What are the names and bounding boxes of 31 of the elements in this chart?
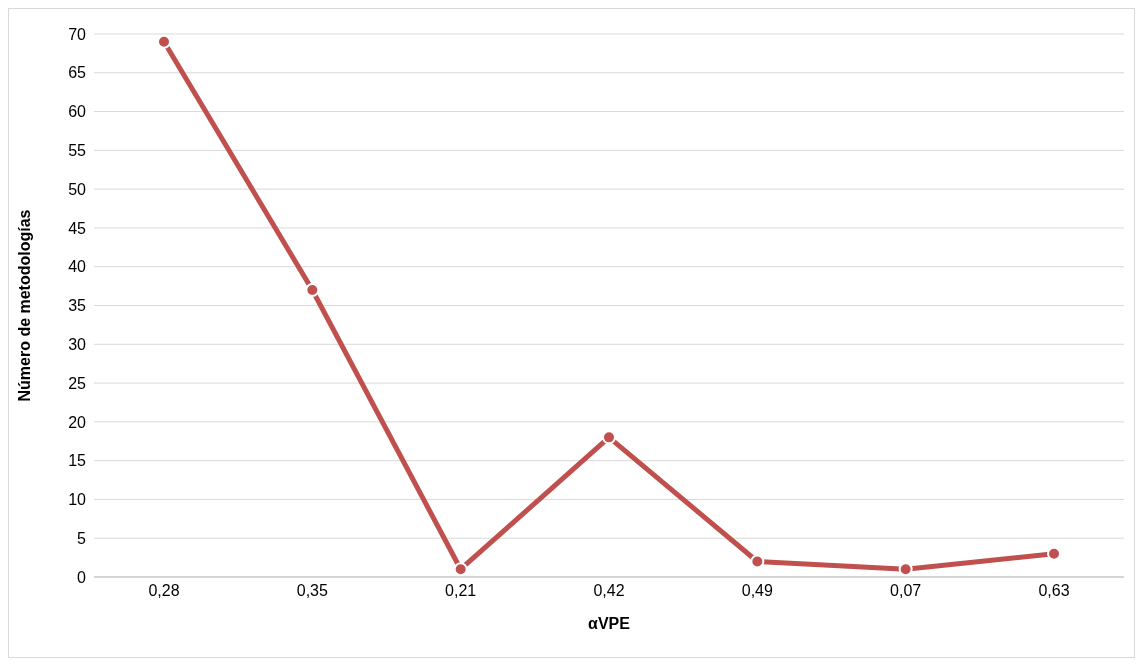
x-tick-label: 0,35	[296, 582, 329, 600]
y-tick-label: 30	[68, 335, 87, 353]
point	[157, 34, 171, 49]
y-tick-label: 10	[68, 491, 87, 509]
y-tick-label: 65	[68, 64, 87, 82]
y-tick-label: 40	[68, 258, 87, 276]
x-tick-label: 0,28	[148, 582, 180, 600]
point	[898, 562, 913, 577]
y-tick-label: 15	[68, 452, 87, 470]
x-tick-label: 0,07	[890, 582, 922, 600]
x-tick-label: 0,42	[593, 582, 625, 600]
y-tick-label: 50	[68, 180, 87, 198]
y-tick-label: 60	[68, 103, 87, 121]
y-axis-title: Número de metodologías	[15, 209, 33, 402]
y-tick-label: 70	[68, 25, 87, 43]
x-tick-label: 0,49	[741, 582, 774, 600]
x-tick-label: 0,63	[1038, 582, 1070, 600]
point	[305, 282, 320, 297]
y-tick-label: 55	[68, 142, 87, 160]
x-axis-title: αVPE	[588, 615, 631, 632]
y-tick-label: 45	[68, 219, 87, 237]
point	[602, 430, 616, 445]
y-tick-label: 5	[77, 529, 87, 547]
x-tick-label: 0,21	[445, 582, 477, 600]
point	[1047, 546, 1061, 561]
y-tick-label: 35	[68, 297, 87, 315]
y-tick-label: 0	[77, 568, 87, 586]
y-tick-label: 20	[68, 413, 87, 431]
point	[750, 554, 765, 569]
point	[453, 562, 468, 577]
y-tick-label: 25	[68, 374, 87, 392]
